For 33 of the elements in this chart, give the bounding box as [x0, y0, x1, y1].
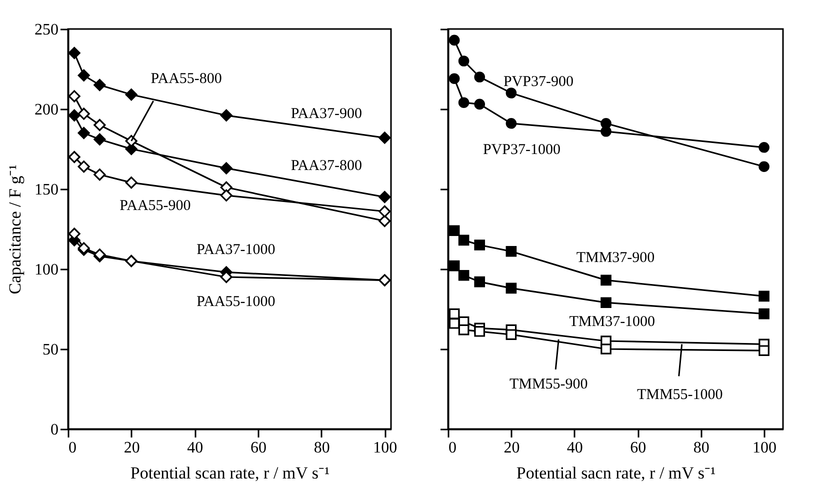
x-tick-label: 80	[314, 440, 330, 456]
annotation: PAA37-1000	[196, 242, 276, 258]
annotation: TMM55-1000	[636, 387, 723, 404]
annotation: TMM37-900	[576, 250, 655, 266]
x-tick-label: 60	[630, 440, 646, 456]
annotation: PAA37-800	[290, 158, 362, 174]
annotation: PAA55-800	[150, 71, 222, 87]
annotation: TMM55-900	[509, 376, 588, 392]
annotation: PAA37-900	[290, 106, 362, 122]
x-tick-label: 20	[504, 440, 520, 456]
x-tick-label: 0	[68, 440, 76, 456]
x-tick-label: 40	[187, 440, 204, 456]
annotation: PAA55-1000	[196, 294, 276, 310]
annotation: PVP37-1000	[482, 142, 560, 158]
annotation: TMM37-1000	[569, 314, 656, 330]
x-tick-label: 100	[752, 440, 777, 456]
y-tick-label: 150	[34, 182, 58, 198]
x-tick-label: 20	[124, 440, 140, 456]
y-tick-label: 250	[34, 22, 58, 38]
y-tick-label: 50	[42, 342, 58, 358]
y-axis-title: Capacitance / F g⁻¹	[6, 164, 24, 294]
x-tick-label: 80	[693, 440, 710, 456]
x-tick-label: 60	[250, 440, 266, 456]
annotation: PAA55-900	[120, 198, 191, 214]
x-tick-label: 0	[448, 440, 456, 456]
y-tick-label: 100	[34, 262, 58, 278]
x-axis-title: Potential scan rate, r / mV s⁻¹	[130, 464, 330, 482]
y-tick-label: 0	[50, 422, 58, 438]
y-tick-label: 200	[34, 102, 58, 118]
x-axis-title: Potential sacn rate, r / mV s⁻¹	[516, 464, 716, 482]
x-tick-label: 100	[373, 440, 398, 456]
x-tick-label: 40	[566, 440, 583, 456]
annotation: PVP37-900	[503, 74, 574, 90]
